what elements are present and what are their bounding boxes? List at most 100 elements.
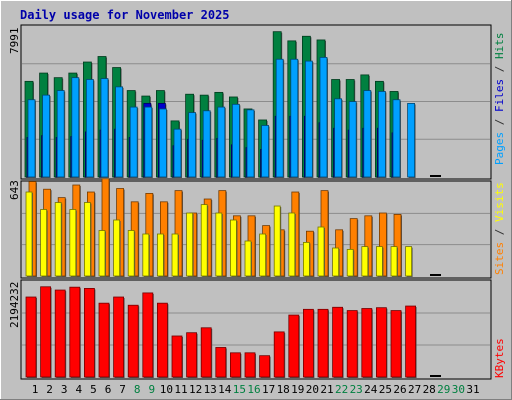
visits-bar bbox=[375, 246, 383, 277]
day-label: 15 bbox=[233, 383, 246, 396]
day-label: 7 bbox=[119, 383, 126, 396]
visits-bar bbox=[84, 202, 91, 277]
day-label: 19 bbox=[291, 383, 304, 396]
day-label: 25 bbox=[379, 383, 392, 396]
kbytes-bar bbox=[375, 307, 387, 378]
legend-top: Pages / Files / Hits bbox=[493, 33, 506, 166]
pages-bar bbox=[377, 91, 386, 178]
top-max-label: 7991 bbox=[8, 28, 21, 55]
panel-hits-files-pages bbox=[20, 24, 492, 180]
legend-entry: / bbox=[493, 59, 506, 79]
legend-entry: / bbox=[493, 222, 506, 242]
kbytes-bar bbox=[84, 288, 95, 378]
day-label: 30 bbox=[452, 383, 465, 396]
kbytes-bar bbox=[317, 308, 329, 378]
pages-bar bbox=[334, 98, 343, 178]
day-label: 5 bbox=[90, 383, 97, 396]
pages-bar bbox=[173, 128, 182, 178]
pages-bar bbox=[217, 106, 226, 178]
kbytes-bar bbox=[259, 355, 271, 378]
kbytes-bar bbox=[200, 327, 212, 378]
kbytes-bar bbox=[127, 304, 139, 378]
kbytes-bar bbox=[405, 305, 417, 378]
day-label: 10 bbox=[160, 383, 173, 396]
legend-bottom: KBytes bbox=[493, 338, 506, 378]
pages-bar bbox=[188, 112, 197, 178]
day-label: 13 bbox=[204, 383, 217, 396]
bottom-max-label: 2194232 bbox=[8, 282, 21, 328]
kbytes-bar bbox=[171, 335, 183, 378]
day-label: 2 bbox=[46, 383, 53, 396]
day-label: 18 bbox=[277, 383, 290, 396]
kbytes-bar bbox=[142, 292, 154, 378]
day-label: 9 bbox=[148, 383, 155, 396]
legend-entry: Visits bbox=[493, 182, 506, 222]
visits-bar bbox=[113, 219, 120, 277]
pages-bar bbox=[407, 103, 416, 178]
day-label: 26 bbox=[393, 383, 406, 396]
visits-bar bbox=[98, 230, 106, 277]
kbytes-bar bbox=[113, 296, 124, 378]
visits-bar bbox=[405, 246, 413, 277]
legend-entry: Files bbox=[493, 79, 506, 112]
day-label: 3 bbox=[61, 383, 68, 396]
kbytes-bar bbox=[229, 352, 241, 378]
kbytes-bar bbox=[69, 286, 81, 378]
kbytes-bar bbox=[25, 296, 37, 378]
visits-bar bbox=[215, 212, 223, 277]
visits-bar bbox=[361, 246, 369, 277]
chart-title: Daily usage for November 2025 bbox=[20, 8, 230, 22]
pages-bar bbox=[261, 125, 270, 178]
x-axis-day-labels: 1 2 3 4 5 6 7 8 9 10 11 12 13 14 15 16 17 18 19 20 21 22 23 24 2… bbox=[32, 383, 480, 396]
middle-max-label: 643 bbox=[8, 180, 21, 200]
visits-bar bbox=[346, 249, 354, 277]
visits-bar bbox=[229, 219, 237, 277]
kbytes-bar bbox=[332, 306, 344, 378]
pages-bar bbox=[86, 79, 94, 178]
kbytes-bar bbox=[244, 352, 256, 378]
kbytes-bar bbox=[288, 314, 300, 378]
visits-bar bbox=[302, 242, 310, 277]
day-label: 27 bbox=[408, 383, 421, 396]
pages-bar bbox=[275, 58, 284, 178]
day-label: 12 bbox=[189, 383, 202, 396]
pages-bar bbox=[42, 94, 50, 178]
pages-bar bbox=[363, 90, 372, 178]
pages-bar bbox=[56, 90, 65, 178]
day-label: 20 bbox=[306, 383, 319, 396]
visits-bar bbox=[171, 233, 179, 277]
pages-bar bbox=[158, 108, 167, 178]
day-label: 22 bbox=[335, 383, 348, 396]
day-label: 17 bbox=[262, 383, 275, 396]
kbytes-bar bbox=[54, 289, 66, 378]
panel-sites-visits bbox=[20, 178, 492, 279]
visits-bar bbox=[332, 247, 340, 277]
visits-bar bbox=[69, 209, 77, 277]
day-label: 29 bbox=[437, 383, 450, 396]
visits-bar bbox=[54, 202, 62, 277]
kbytes-bar bbox=[302, 308, 314, 378]
legend-entry: Hits bbox=[493, 33, 506, 60]
visits-bar bbox=[273, 205, 281, 277]
visits-bar bbox=[142, 233, 150, 277]
pages-bar bbox=[290, 58, 299, 178]
visits-bar bbox=[288, 212, 296, 277]
pages-bar bbox=[392, 99, 401, 178]
day-label: 11 bbox=[174, 383, 187, 396]
pages-bar bbox=[304, 60, 313, 178]
day-label: 31 bbox=[466, 383, 479, 396]
legend-middle: Sites / Visits bbox=[493, 182, 506, 275]
legend-entry: / bbox=[493, 112, 506, 132]
kbytes-bar bbox=[186, 332, 198, 378]
visits-bar bbox=[40, 209, 47, 277]
pages-bar bbox=[27, 99, 36, 178]
kbytes-bar bbox=[346, 310, 358, 378]
legend-entry: KBytes bbox=[493, 338, 506, 378]
legend-entry: Sites bbox=[493, 242, 506, 275]
visits-bar bbox=[25, 191, 33, 277]
day-label: 6 bbox=[105, 383, 112, 396]
pages-bar bbox=[129, 106, 138, 178]
kbytes-bar bbox=[98, 302, 110, 378]
pages-bar bbox=[144, 106, 153, 178]
visits-bar bbox=[244, 240, 252, 277]
